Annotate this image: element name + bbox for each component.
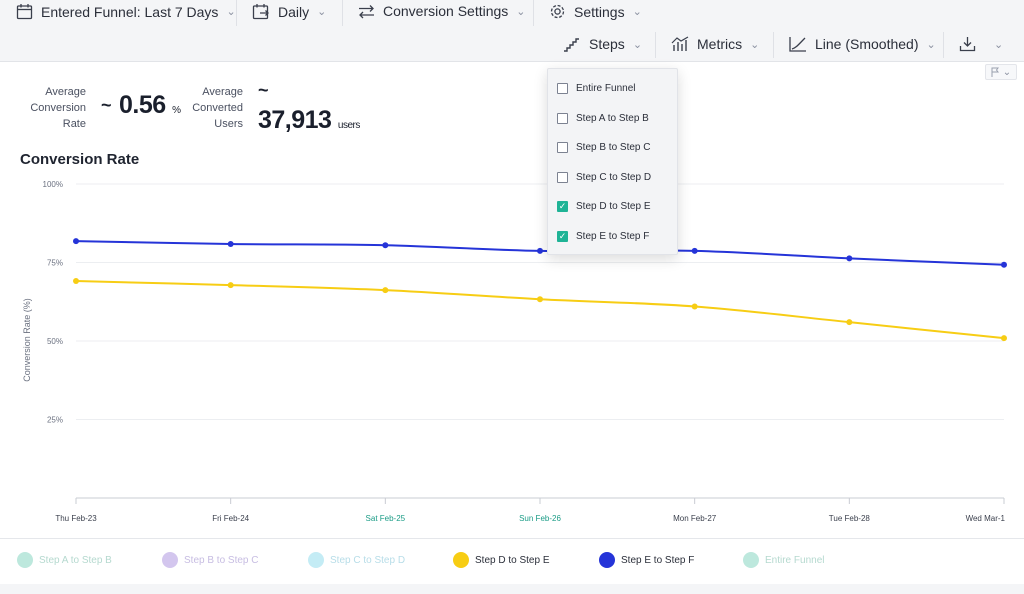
download-dropdown[interactable]: ⌄ xyxy=(959,36,1003,52)
chart-type-label: Line (Smoothed) xyxy=(815,36,919,52)
avg-conversion-rate-value: 0.56 % xyxy=(119,91,181,120)
percent-unit: % xyxy=(172,105,181,116)
chevron-down-icon: ⌄ xyxy=(632,38,643,51)
legend-label: Step B to Step C xyxy=(184,554,259,566)
users-unit: users xyxy=(337,120,360,131)
approx-symbol: ~ xyxy=(258,80,269,100)
stat-label-line: Average xyxy=(202,86,243,98)
chevron-down-icon: ⌄ xyxy=(226,6,236,18)
settings-dropdown[interactable]: Settings ⌄ xyxy=(549,3,642,20)
avg-conversion-rate-label: Average Conversion Rate xyxy=(28,84,86,132)
gear-icon xyxy=(550,4,565,19)
step-option-label: Step A to Step B xyxy=(576,113,649,124)
divider xyxy=(655,32,656,58)
legend-dot xyxy=(17,552,33,568)
funnel-range-dropdown[interactable]: Entered Funnel: Last 7 Days ⌄ xyxy=(16,3,236,20)
step-option-e-to-f[interactable]: ✓ Step E to Step F xyxy=(557,231,649,242)
interval-dropdown[interactable]: Daily ⌄ xyxy=(252,3,326,20)
legend-label: Step E to Step F xyxy=(621,554,695,566)
stat-label-line: Conversion xyxy=(30,102,86,114)
funnel-range-label: Entered Funnel: Last 7 Days xyxy=(41,3,219,20)
approx-symbol: ~ xyxy=(101,95,112,115)
metrics-label: Metrics xyxy=(697,36,743,52)
legend-label: Step C to Step D xyxy=(330,554,406,566)
step-option-d-to-e[interactable]: ✓ Step D to Step E xyxy=(557,201,651,212)
legend-item-step-c-d[interactable]: Step C to Step D xyxy=(308,552,405,568)
swap-arrows-icon xyxy=(359,4,374,18)
step-option-label: Step E to Step F xyxy=(576,231,650,242)
avg-converted-users-number: 37,913 xyxy=(258,106,332,134)
divider xyxy=(773,32,774,58)
legend-dot xyxy=(162,552,178,568)
chevron-down-icon: ⌄ xyxy=(1002,66,1012,78)
legend-label: Entire Funnel xyxy=(765,554,825,566)
legend-dot xyxy=(453,552,469,568)
top-toolbar: Entered Funnel: Last 7 Days ⌄ Daily ⌄ Co… xyxy=(0,0,1024,62)
divider xyxy=(943,32,944,58)
chart-panel xyxy=(0,62,1024,538)
avg-conversion-rate-number: 0.56 xyxy=(119,91,166,119)
chevron-down-icon: ⌄ xyxy=(632,6,642,18)
steps-icon xyxy=(564,37,579,52)
stat-label-line: Average xyxy=(45,86,86,98)
legend-dot xyxy=(599,552,615,568)
checkbox-checked[interactable]: ✓ xyxy=(557,231,568,242)
stat-label-line: Rate xyxy=(62,118,86,130)
chevron-down-icon: ⌄ xyxy=(516,5,526,18)
steps-dropdown-menu: Entire Funnel Step A to Step B Step B to… xyxy=(547,68,678,255)
metrics-chart-icon xyxy=(671,36,689,51)
line-chart-icon xyxy=(789,37,806,52)
divider xyxy=(533,0,534,26)
download-icon xyxy=(959,37,976,52)
legend-label: Step D to Step E xyxy=(475,554,550,566)
chevron-down-icon: ⌄ xyxy=(994,38,1004,51)
step-option-c-to-d[interactable]: Step C to Step D xyxy=(557,172,651,183)
chevron-down-icon: ⌄ xyxy=(750,38,760,51)
avg-converted-users-value: 37,913 users xyxy=(258,106,360,135)
conversion-settings-label: Conversion Settings xyxy=(383,3,509,19)
divider xyxy=(342,0,343,26)
conversion-settings-dropdown[interactable]: Conversion Settings ⌄ xyxy=(358,3,526,19)
calendar-icon xyxy=(16,4,33,20)
step-option-entire-funnel[interactable]: Entire Funnel xyxy=(557,83,635,94)
calendar-arrow-icon xyxy=(252,4,269,20)
step-option-label: Entire Funnel xyxy=(576,83,636,94)
settings-label: Settings xyxy=(574,3,625,20)
annotation-flag-button[interactable]: ⌄ xyxy=(985,64,1017,80)
chart-type-dropdown[interactable]: Line (Smoothed) ⌄ xyxy=(789,36,936,52)
legend-item-step-e-f[interactable]: Step E to Step F xyxy=(599,552,694,568)
checkbox[interactable] xyxy=(557,83,568,94)
interval-label: Daily xyxy=(278,3,310,20)
chevron-down-icon: ⌄ xyxy=(926,38,936,51)
step-option-label: Step C to Step D xyxy=(576,172,652,183)
flag-icon xyxy=(991,67,999,77)
divider xyxy=(236,0,237,26)
legend-dot xyxy=(743,552,759,568)
steps-dropdown[interactable]: Steps ⌄ xyxy=(563,36,642,52)
chart-title: Conversion Rate xyxy=(20,151,140,168)
legend-item-entire-funnel[interactable]: Entire Funnel xyxy=(743,552,824,568)
checkbox[interactable] xyxy=(557,142,568,153)
legend-label: Step A to Step B xyxy=(39,554,112,566)
checkbox[interactable] xyxy=(557,113,568,124)
legend-dot xyxy=(308,552,324,568)
step-option-label: Step B to Step C xyxy=(576,142,651,153)
steps-label: Steps xyxy=(589,36,625,52)
legend-item-step-d-e[interactable]: Step D to Step E xyxy=(453,552,550,568)
avg-converted-users-label: Average Converted Users xyxy=(183,84,243,132)
stat-label-line: Converted xyxy=(192,102,243,114)
checkbox-checked[interactable]: ✓ xyxy=(557,201,568,212)
legend-item-step-b-c[interactable]: Step B to Step C xyxy=(162,552,259,568)
step-option-a-to-b[interactable]: Step A to Step B xyxy=(557,113,649,124)
metrics-dropdown[interactable]: Metrics ⌄ xyxy=(671,36,759,52)
step-option-b-to-c[interactable]: Step B to Step C xyxy=(557,142,651,153)
checkbox[interactable] xyxy=(557,172,568,183)
chevron-down-icon: ⌄ xyxy=(317,6,327,18)
legend-item-step-a-b[interactable]: Step A to Step B xyxy=(17,552,112,568)
stat-label-line: Users xyxy=(214,118,243,130)
step-option-label: Step D to Step E xyxy=(576,201,651,212)
